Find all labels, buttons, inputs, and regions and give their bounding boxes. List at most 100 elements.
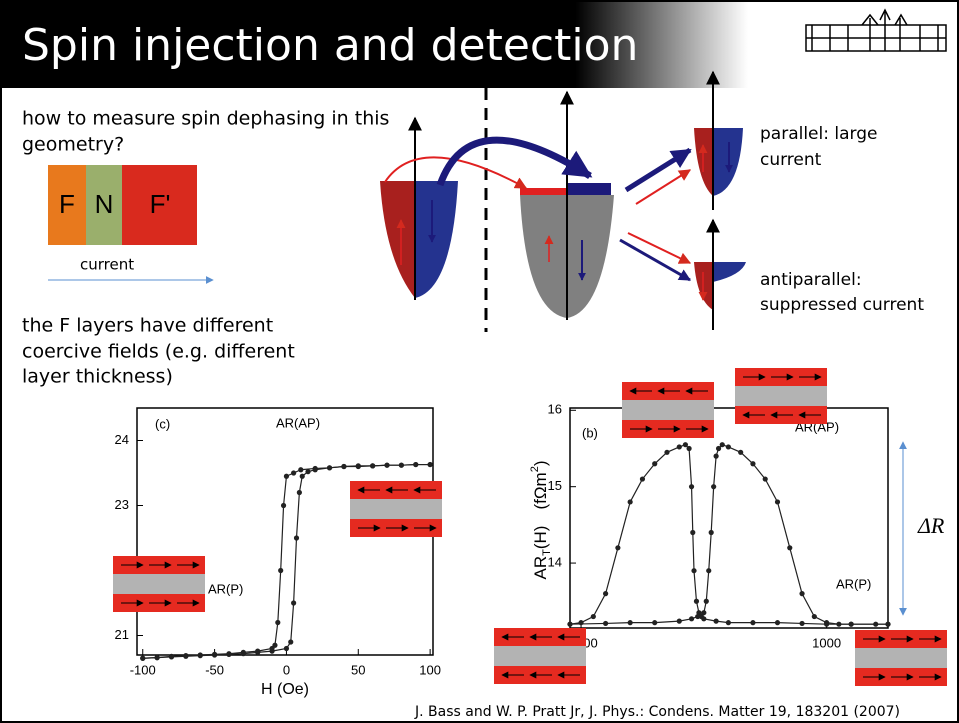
data-point <box>726 620 731 625</box>
data-point <box>356 463 361 468</box>
current-label: current <box>80 256 134 274</box>
y-axis-label-part: AR <box>531 556 550 580</box>
data-point <box>284 646 289 651</box>
data-point <box>720 442 725 447</box>
data-point <box>615 545 620 550</box>
data-point <box>677 444 682 449</box>
data-point <box>297 490 302 495</box>
data-point <box>628 499 633 504</box>
x-tick-label: 50 <box>351 662 365 677</box>
data-point <box>738 450 743 455</box>
x-tick-label: 1000 <box>812 635 841 650</box>
data-point <box>709 530 714 535</box>
spin-diagram <box>380 72 746 332</box>
data-point <box>428 462 433 467</box>
data-point <box>327 465 332 470</box>
data-point <box>241 650 246 655</box>
data-point <box>689 484 694 489</box>
panel-label: (b) <box>582 425 598 440</box>
data-point <box>294 535 299 540</box>
data-point <box>799 621 804 626</box>
note: the F layers have different <box>22 315 273 337</box>
data-point <box>714 619 719 624</box>
data-point <box>787 545 792 550</box>
data-point <box>591 614 596 619</box>
data-point <box>824 620 829 625</box>
data-point <box>628 620 633 625</box>
data-point <box>275 620 280 625</box>
data-point <box>694 599 699 604</box>
note: layer thickness) <box>22 366 173 388</box>
data-point <box>812 614 817 619</box>
stack-inset <box>622 382 714 438</box>
note: coercive fields (e.g. different <box>22 341 295 363</box>
data-point <box>683 442 688 447</box>
data-point <box>704 599 709 604</box>
data-point <box>284 474 289 479</box>
antiparallel-label: antiparallel: <box>760 270 862 290</box>
data-point <box>341 464 346 469</box>
stack-inset <box>350 481 442 537</box>
question: how to measure spin dephasing in this <box>22 108 389 130</box>
data-point <box>278 568 283 573</box>
data-point <box>603 621 608 626</box>
data-point <box>255 649 260 654</box>
data-point <box>384 463 389 468</box>
plot-frame <box>570 408 888 628</box>
parallel-label: current <box>760 150 822 170</box>
x-axis-label: H (Oe) <box>261 681 309 698</box>
stack-inset <box>494 628 586 684</box>
inset-spacer <box>494 646 586 666</box>
data-point <box>711 484 716 489</box>
slide-title: Spin injection and detection <box>22 20 638 71</box>
data-point <box>298 467 303 472</box>
layer-label: N <box>95 189 114 219</box>
inset-spacer <box>622 400 714 420</box>
data-point <box>300 474 305 479</box>
inset-spacer <box>113 574 205 594</box>
question: geometry? <box>22 134 124 156</box>
data-point <box>691 568 696 573</box>
data-point <box>690 530 695 535</box>
y-tick-label: 16 <box>548 402 562 417</box>
data-point <box>726 444 731 449</box>
data-point <box>413 462 418 467</box>
data-point <box>281 503 286 508</box>
inset-spacer <box>350 499 442 519</box>
x-tick-label: -100 <box>130 662 156 677</box>
delta-r: ΔR <box>917 513 945 538</box>
data-point <box>370 463 375 468</box>
x-tick-label: 100 <box>419 662 441 677</box>
data-point <box>775 620 780 625</box>
stack-inset <box>855 630 947 686</box>
data-point <box>775 499 780 504</box>
data-point <box>291 600 296 605</box>
data-point <box>701 616 706 621</box>
stack-inset <box>113 556 205 612</box>
y-axis-label-part: (H) <box>531 526 550 550</box>
y-axis-label-part: (fΩm <box>531 472 550 509</box>
data-point <box>603 591 608 596</box>
annotation: AR(AP) <box>276 415 320 430</box>
data-point <box>706 568 711 573</box>
data-point <box>183 653 188 658</box>
layer-label: F <box>59 189 75 219</box>
data-point <box>714 454 719 459</box>
y-tick-label: 21 <box>115 627 129 642</box>
data-point <box>836 622 841 627</box>
data-point <box>701 610 706 615</box>
data-point <box>313 466 318 471</box>
stack-inset <box>735 368 827 424</box>
data-point <box>226 651 231 656</box>
data-point <box>677 619 682 624</box>
data-point <box>799 591 804 596</box>
data-point <box>140 656 145 661</box>
slide: Spin injection and detection how to meas… <box>0 0 959 723</box>
data-point <box>288 639 293 644</box>
y-axis-label: ART(H)(fΩm2) <box>529 460 553 579</box>
parallel-label: parallel: large <box>760 124 877 144</box>
data-point <box>885 622 890 627</box>
y-tick-label: 24 <box>115 432 129 447</box>
data-point <box>763 476 768 481</box>
data-point <box>212 652 217 657</box>
